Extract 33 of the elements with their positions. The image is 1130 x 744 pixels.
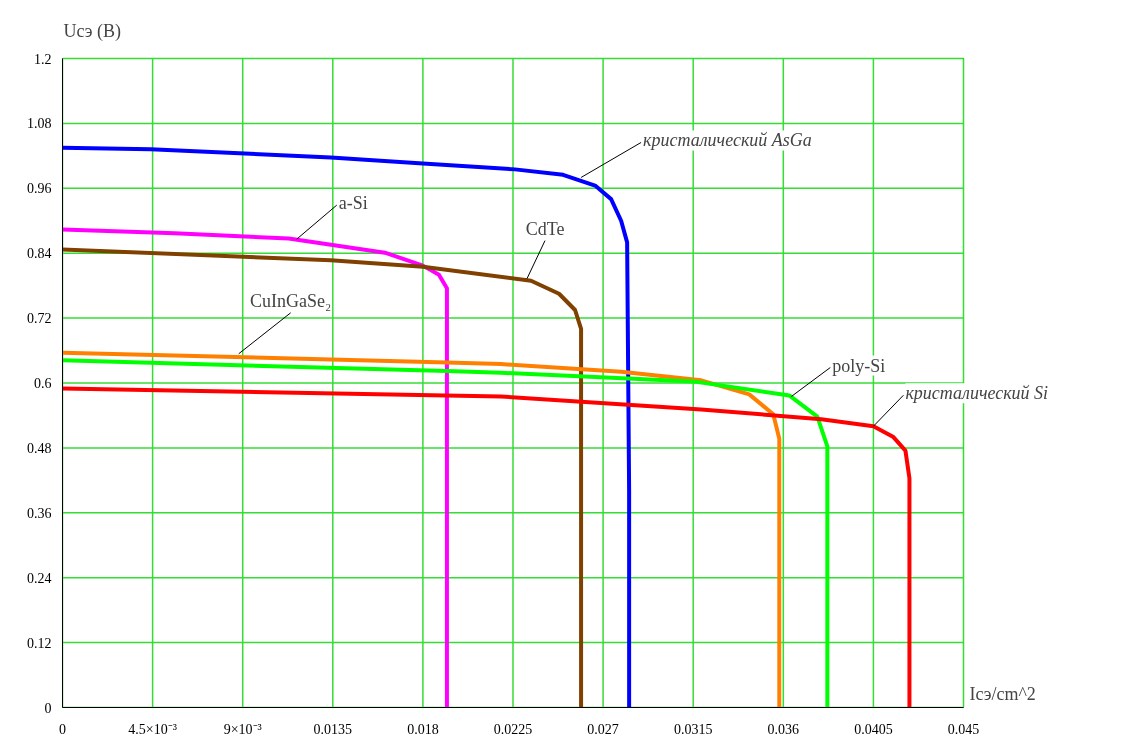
x-tick-label: 4.5×10⁻³	[128, 721, 177, 737]
y-tick-label: 0.36	[27, 505, 52, 521]
y-tick-label: 0.12	[27, 635, 52, 651]
x-tick-label: 0.036	[767, 721, 800, 737]
y-tick-label: 0.72	[27, 311, 52, 327]
x-tick-label: 0.045	[947, 721, 980, 737]
x-tick-label: 9×10⁻³	[223, 721, 262, 737]
line-series	[62, 145, 632, 708]
y-tick-label: 0.96	[27, 181, 52, 197]
y-tick-label: 1.2	[34, 51, 52, 67]
x-tick-label: 0.0225	[493, 721, 533, 737]
x-tick-label: 0.0405	[854, 721, 893, 737]
x-tick-label: 0.027	[587, 721, 619, 737]
y-tick-label: 0.84	[27, 246, 52, 262]
annotation: кристалический AsGa	[643, 130, 812, 151]
y-axis-title: Uсэ (В)	[63, 20, 121, 42]
line-series	[62, 247, 584, 708]
x-tick-label: 0.0135	[313, 721, 353, 737]
x-axis-title: Iсэ/cm^2	[969, 683, 1036, 704]
x-tick-label: 0.018	[407, 721, 439, 737]
annotation: CdTe	[525, 218, 565, 239]
annotation: CuInGaSe₂	[250, 290, 332, 311]
annotation: poly-Si	[832, 355, 886, 376]
annotation: a-Si	[338, 193, 368, 214]
line-series	[62, 227, 449, 708]
x-tick-label: 0.0315	[673, 721, 713, 737]
x-tick-label: 0	[59, 721, 66, 737]
y-tick-label: 1.08	[27, 116, 52, 132]
y-tick-label: 0	[44, 700, 52, 716]
y-tick-label: 0.6	[34, 376, 52, 391]
y-tick-label: 0.48	[27, 440, 52, 456]
annotation: кристалический Si	[905, 383, 1049, 404]
y-tick-label: 0.24	[27, 570, 52, 586]
